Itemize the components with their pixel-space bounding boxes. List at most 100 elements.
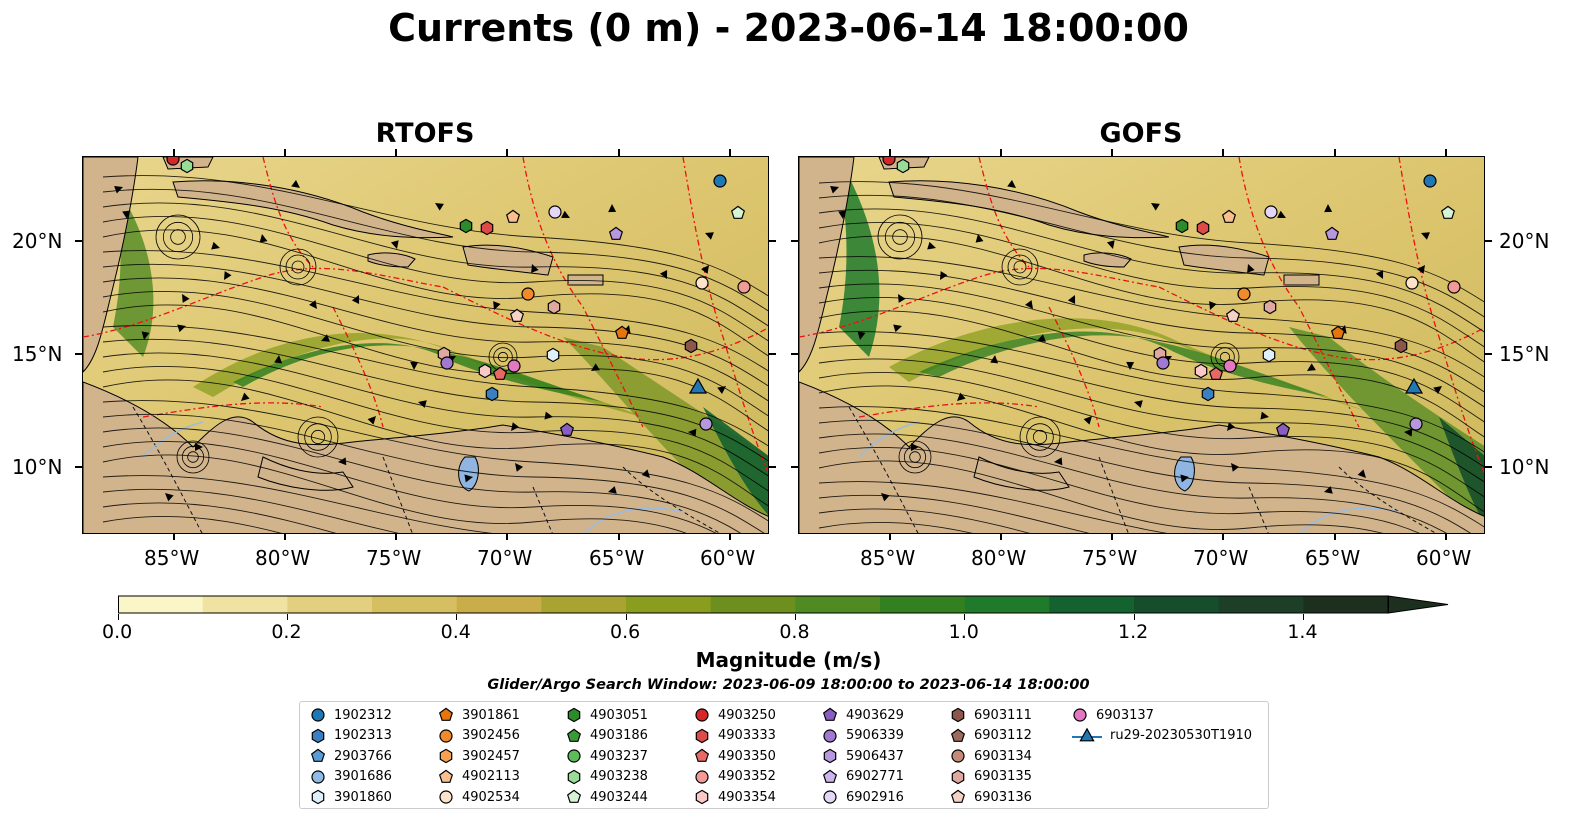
argo-float-marker [1263,299,1277,315]
streamline [102,427,742,533]
streamline [102,488,399,533]
streamline [818,460,1383,533]
legend-entry-label: 4903186 [590,728,648,743]
axis-tick [729,149,731,156]
legend-entry-label: 3902456 [462,728,520,743]
legend-entry-label: 6903135 [974,769,1032,784]
legend-entry-label: 6902916 [846,789,904,805]
legend-entry-label: 4903350 [718,748,776,764]
legend-marker-icon [695,708,709,722]
land-mass [1178,244,1270,276]
argo-float-marker [485,386,499,402]
argo-float-marker [684,338,698,354]
axis-tick [1222,533,1224,540]
eddy-streamline [187,451,199,463]
streamline [818,406,1484,528]
argo-float-marker [1440,205,1456,219]
streamline [102,277,768,402]
streamline [818,508,1031,533]
streamline [102,250,768,372]
argo-float-marker [1394,338,1408,354]
axis-tick [769,240,776,242]
glider-ru29-marker [1404,377,1424,394]
argo-float-marker [882,157,896,166]
country-border [622,466,721,533]
axis-tick [889,533,891,540]
legend-marker-icon [823,728,837,743]
streamline-arrow [898,294,906,303]
legend-marker-icon [695,789,709,805]
legend-entry: 4903250 [694,705,776,725]
legend-marker-icon [566,728,582,742]
legend-entry-label: 5906437 [846,748,904,764]
legend-marker-icon [1073,708,1087,722]
argo-float-marker [1447,280,1461,294]
land-mass [1283,274,1320,286]
axis-tick [618,149,620,156]
streamline-arrow [1247,264,1255,273]
colorbar-tick-label: 1.4 [1287,621,1318,643]
argo-float-marker [1330,325,1346,339]
streamline-arrow [291,179,300,188]
streamline-arrow [1324,486,1333,494]
x-tick-label: 65°W [1305,546,1361,570]
land-mass [973,456,1070,491]
axis-tick [395,533,397,540]
axis-tick [1485,353,1492,355]
streamline [102,215,768,342]
legend-entry-label: 6903134 [974,748,1032,764]
streamline-arrow [838,210,847,219]
colorbar-tick [286,614,288,620]
streamline-arrow [1231,463,1240,472]
argo-float-marker [1423,174,1437,188]
river [142,421,204,458]
colorbar-segment [964,596,1050,613]
streamline-arrow [464,474,473,483]
axis-tick [1111,533,1113,540]
legend-marker-icon [1072,727,1102,741]
colorbar-tick [1302,614,1304,620]
legend-entry: 1902313 [310,726,392,746]
eddy-streamline [279,248,317,286]
legend-entry: 4902113 [438,767,520,787]
streamline-arrow [975,234,984,243]
legend-entry-label: 4903333 [718,728,776,743]
legend-marker-icon [823,790,837,804]
legend-entry: 4903051 [566,705,648,725]
streamline [818,419,1472,533]
streamline [102,413,765,533]
streamline [102,379,768,507]
colorbar-tick [625,614,627,620]
legend-marker-icon [311,728,325,743]
legend-entry: 1902312 [310,705,392,725]
argo-float-marker [1264,205,1278,219]
x-tick-label: 65°W [589,546,645,570]
legend-marker-icon [439,790,453,804]
eez-boundary [682,157,768,474]
country-border [132,406,203,533]
legend-entry-label: 4903352 [718,769,776,784]
colorbar-tick-label: 0.8 [779,621,810,643]
argo-float-marker [1275,422,1291,436]
streamline [818,433,1447,533]
legend-entry-label: 2903766 [334,748,392,764]
river [583,507,684,533]
legend-entry-label: 6903112 [974,728,1032,743]
streamline [102,365,768,492]
streamline [818,521,973,533]
colorbar-segment [1218,596,1304,613]
legend-entry: 2903766 [310,746,392,766]
legend-entry-label: 4903244 [590,789,648,805]
axis-tick [1334,149,1336,156]
colorbar-segment [456,596,542,613]
y-tick-label: 10°N [12,455,63,479]
legend-entry: 4903352 [694,767,776,787]
streamline-arrow [911,443,919,451]
legend-marker-icon [950,789,966,803]
legend-entry: 6902916 [822,787,904,807]
streamline [818,181,1484,303]
land-mass [172,180,454,239]
colorbar-segment [626,596,712,613]
country-border [532,486,553,533]
current-speed-band [703,407,768,515]
